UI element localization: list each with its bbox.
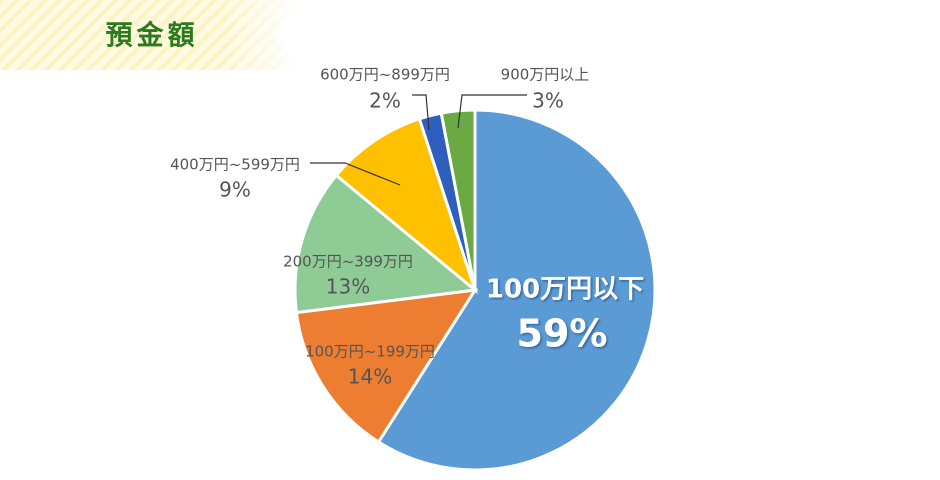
slice-label: 100万円~199万円 xyxy=(305,343,435,361)
value-label: 59% xyxy=(517,312,608,356)
leader-line xyxy=(457,94,527,129)
pie-slice xyxy=(293,173,479,315)
slice-label: 600万円~899万円 xyxy=(320,66,450,84)
leader-line xyxy=(412,94,430,131)
value-label: 9% xyxy=(219,178,251,202)
pie-slice xyxy=(439,108,477,291)
chart-title: 預金額 xyxy=(106,20,199,52)
pie-slice xyxy=(334,116,479,295)
value-label: 3% xyxy=(532,89,564,113)
slice-label: 400万円~599万円 xyxy=(170,156,300,174)
slice-label: 100万円以下 xyxy=(486,275,644,305)
slice-label: 200万円~399万円 xyxy=(283,253,413,271)
pie-slice xyxy=(376,108,657,472)
title-banner xyxy=(0,0,300,70)
labels: 100万円以下 59% 100万円~199万円 14% 200万円~399万円 13% 40… xyxy=(170,66,644,389)
leader-line xyxy=(310,162,401,186)
value-label: 2% xyxy=(369,89,401,113)
pie-slice xyxy=(294,288,478,445)
slice-label: 900万円以上 xyxy=(501,66,590,84)
value-label: 13% xyxy=(326,275,370,299)
pie xyxy=(293,108,657,472)
value-label: 14% xyxy=(348,365,392,389)
